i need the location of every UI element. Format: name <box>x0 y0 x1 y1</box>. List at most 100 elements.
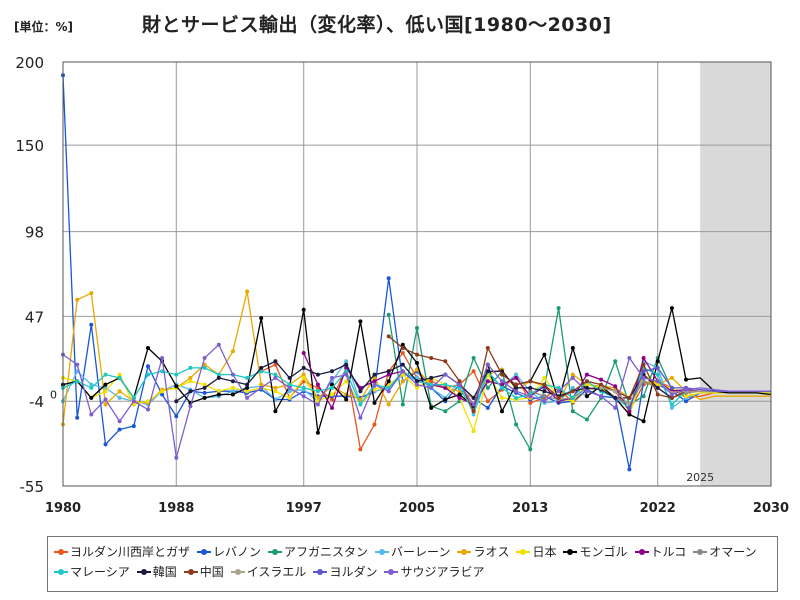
series-point-5 <box>415 385 419 390</box>
series-point-2 <box>613 359 618 364</box>
legend-item: ラオス <box>457 542 509 562</box>
series-point-3 <box>230 389 235 394</box>
series-point-3 <box>103 385 108 390</box>
series-point-9 <box>655 372 660 377</box>
series-point-2 <box>485 385 490 390</box>
series-point-9 <box>117 375 122 380</box>
legend-label: イスラエル <box>246 565 307 579</box>
x-tick-label: 2022 <box>640 501 676 516</box>
legend-label: オマーン <box>709 545 757 559</box>
series-point-11 <box>570 389 575 394</box>
legend-label: トルコ <box>650 545 687 559</box>
series-point-6 <box>415 361 419 365</box>
series-point-10 <box>287 375 292 380</box>
series-point-5 <box>117 372 122 377</box>
series-point-7 <box>584 372 589 377</box>
series-point-14 <box>202 356 207 360</box>
series-point-11 <box>556 395 561 400</box>
series-point-9 <box>301 385 306 390</box>
series-point-4 <box>400 379 405 384</box>
series-point-10 <box>400 362 405 367</box>
series-point-14 <box>500 379 504 384</box>
series-point-9 <box>287 382 292 387</box>
series-point-10 <box>174 399 179 404</box>
series-point-1 <box>160 392 165 397</box>
series-point-14 <box>655 379 660 384</box>
series-point-2 <box>641 394 646 399</box>
series-point-11 <box>542 382 547 387</box>
legend-item: バーレーン <box>375 542 450 562</box>
series-point-6 <box>570 346 575 350</box>
series-point-1 <box>117 427 122 432</box>
series-point-0 <box>330 397 334 402</box>
series-line-7 <box>303 352 771 413</box>
y-tick-label: 98 <box>25 224 44 242</box>
series-point-10 <box>613 395 618 400</box>
series-point-0 <box>471 369 476 374</box>
series-point-14 <box>485 362 490 367</box>
series-point-6 <box>443 397 448 402</box>
series-point-11 <box>584 379 589 384</box>
series-point-14 <box>216 342 221 347</box>
series-point-14 <box>471 402 476 407</box>
series-point-9 <box>202 365 207 370</box>
legend-marker <box>375 547 390 557</box>
series-point-2 <box>514 422 519 427</box>
series-point-10 <box>216 375 221 380</box>
series-point-14 <box>443 372 448 377</box>
series-point-14 <box>669 392 674 397</box>
series-point-14 <box>556 389 561 394</box>
series-point-14 <box>89 412 94 417</box>
series-point-14 <box>103 397 108 402</box>
series-point-14 <box>684 387 688 392</box>
series-point-11 <box>514 382 519 387</box>
series-point-6 <box>358 319 363 324</box>
series-point-11 <box>429 356 434 360</box>
series-point-6 <box>655 359 660 364</box>
series-point-9 <box>89 385 94 390</box>
series-point-6 <box>146 346 150 350</box>
series-point-14 <box>400 369 405 374</box>
series-point-14 <box>542 399 547 404</box>
series-point-7 <box>627 409 632 414</box>
unit-label: [単位：%] <box>14 20 73 34</box>
series-point-4 <box>669 375 674 380</box>
series-point-3 <box>287 389 292 394</box>
legend-item: ヨルダン <box>313 562 377 582</box>
series-point-5 <box>202 382 207 387</box>
series-point-10 <box>584 385 589 390</box>
series-point-9 <box>131 395 136 400</box>
legend-item: オマーン <box>693 542 757 562</box>
legend-item: イスラエル <box>230 562 307 582</box>
legend-item: 韓国 <box>136 562 177 582</box>
legend-marker <box>693 547 708 557</box>
series-point-5 <box>584 382 589 387</box>
series-point-11 <box>655 392 660 397</box>
series-point-12 <box>599 385 604 390</box>
series-point-11 <box>443 359 448 364</box>
series-point-3 <box>514 372 519 377</box>
series-point-13 <box>655 365 660 370</box>
series-point-5 <box>160 389 165 394</box>
series-point-11 <box>528 379 533 384</box>
series-point-3 <box>471 412 476 417</box>
series-point-5 <box>655 382 660 387</box>
legend-item: 中国 <box>183 562 224 582</box>
x-tick-label: 1980 <box>45 501 81 516</box>
series-point-11 <box>641 362 646 367</box>
series-point-0 <box>372 422 377 427</box>
series-point-5 <box>146 399 150 404</box>
series-point-4 <box>386 402 391 407</box>
series-point-14 <box>230 372 235 377</box>
series-point-5 <box>287 395 292 400</box>
legend-item: モンゴル <box>563 542 628 562</box>
series-point-1 <box>627 467 632 472</box>
series-point-10 <box>372 372 377 377</box>
series-point-6 <box>584 394 589 399</box>
legend-marker <box>457 547 472 557</box>
series-point-7 <box>514 375 519 380</box>
series-point-4 <box>230 349 235 354</box>
series-point-5 <box>684 394 688 399</box>
series-point-7 <box>500 382 504 387</box>
y-tick-label: 200 <box>15 54 44 72</box>
